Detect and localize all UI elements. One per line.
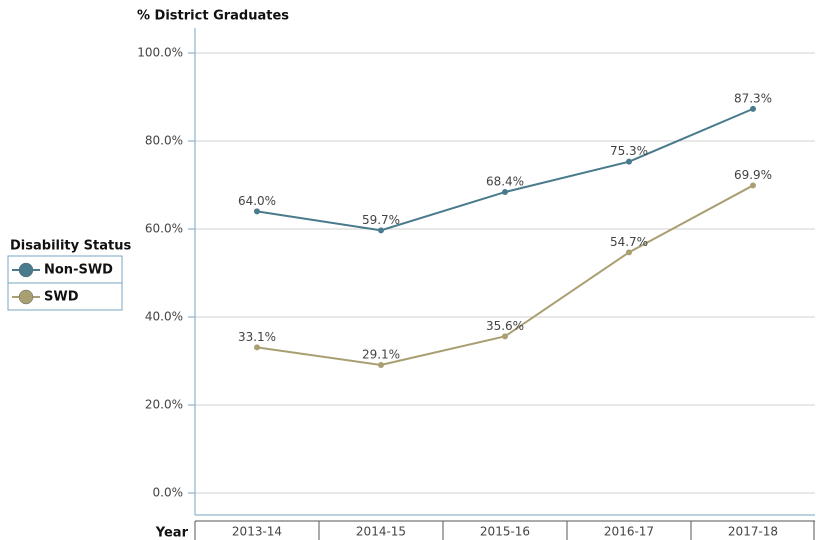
point <box>254 344 260 351</box>
data-label: 35.6% <box>486 319 524 333</box>
legend-label: SWD <box>44 290 79 305</box>
data-label: 29.1% <box>362 347 400 361</box>
x-tick-label: 2015-16 <box>480 525 530 539</box>
y-tick-label: 40.0% <box>145 310 183 324</box>
data-label: 59.7% <box>362 213 400 227</box>
point <box>626 158 632 165</box>
y-tick-label: 0.0% <box>153 486 184 500</box>
data-label: 87.3% <box>734 91 772 105</box>
x-tick-label: 2014-15 <box>356 525 406 539</box>
x-axis-label: Year <box>155 526 189 540</box>
legend-marker <box>18 289 34 305</box>
point <box>750 182 756 189</box>
y-tick-label: 60.0% <box>145 222 183 236</box>
legend-title: Disability Status <box>10 239 131 254</box>
data-label: 33.1% <box>238 330 276 344</box>
data-label: 54.7% <box>610 235 648 249</box>
x-tick-label: 2017-18 <box>728 525 778 539</box>
series-line <box>256 107 754 232</box>
data-label: 68.4% <box>486 175 524 189</box>
point <box>378 361 384 368</box>
legend-marker <box>18 262 34 278</box>
point <box>502 189 508 196</box>
x-tick-label: 2016-17 <box>604 525 654 539</box>
legend-label: Non-SWD <box>44 263 113 278</box>
point <box>378 227 384 234</box>
data-label: 64.0% <box>238 194 276 208</box>
y-tick-label: 80.0% <box>145 134 183 148</box>
data-label: 75.3% <box>610 144 648 158</box>
point <box>502 333 508 340</box>
point <box>626 249 632 256</box>
point <box>254 208 260 215</box>
y-tick-label: 20.0% <box>145 398 183 412</box>
x-tick-label: 2013-14 <box>232 525 282 539</box>
point <box>750 105 756 112</box>
chart-title: % District Graduates <box>137 9 289 24</box>
data-label: 69.9% <box>734 168 772 182</box>
y-tick-label: 100.0% <box>137 46 183 60</box>
